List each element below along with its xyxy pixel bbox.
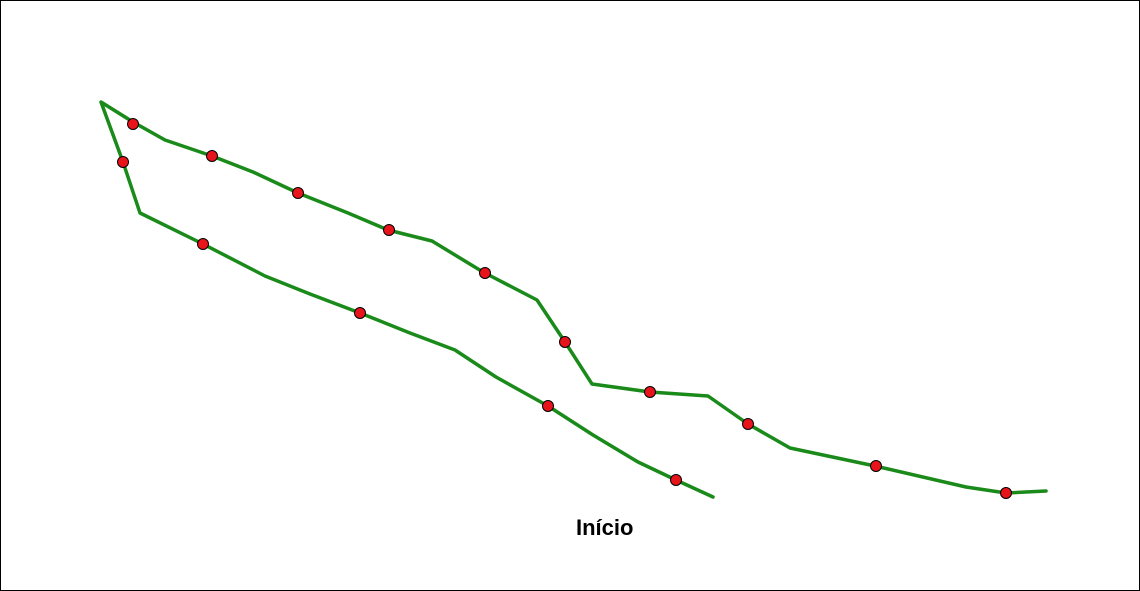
waypoint-marker — [354, 307, 366, 319]
waypoint-marker — [559, 336, 571, 348]
waypoint-marker — [383, 224, 395, 236]
waypoint-marker — [542, 400, 554, 412]
waypoint-marker — [742, 418, 754, 430]
waypoint-marker — [644, 386, 656, 398]
start-label: Início — [576, 515, 633, 540]
waypoint-marker — [197, 238, 209, 250]
waypoint-marker — [127, 118, 139, 130]
waypoint-marker — [479, 267, 491, 279]
waypoint-marker — [292, 187, 304, 199]
waypoint-marker — [206, 150, 218, 162]
waypoint-marker — [1000, 487, 1012, 499]
waypoint-marker — [870, 460, 882, 472]
waypoint-marker — [670, 474, 682, 486]
route-path — [99, 100, 1048, 499]
waypoint-marker — [117, 156, 129, 168]
waypoint-group — [117, 118, 1012, 499]
